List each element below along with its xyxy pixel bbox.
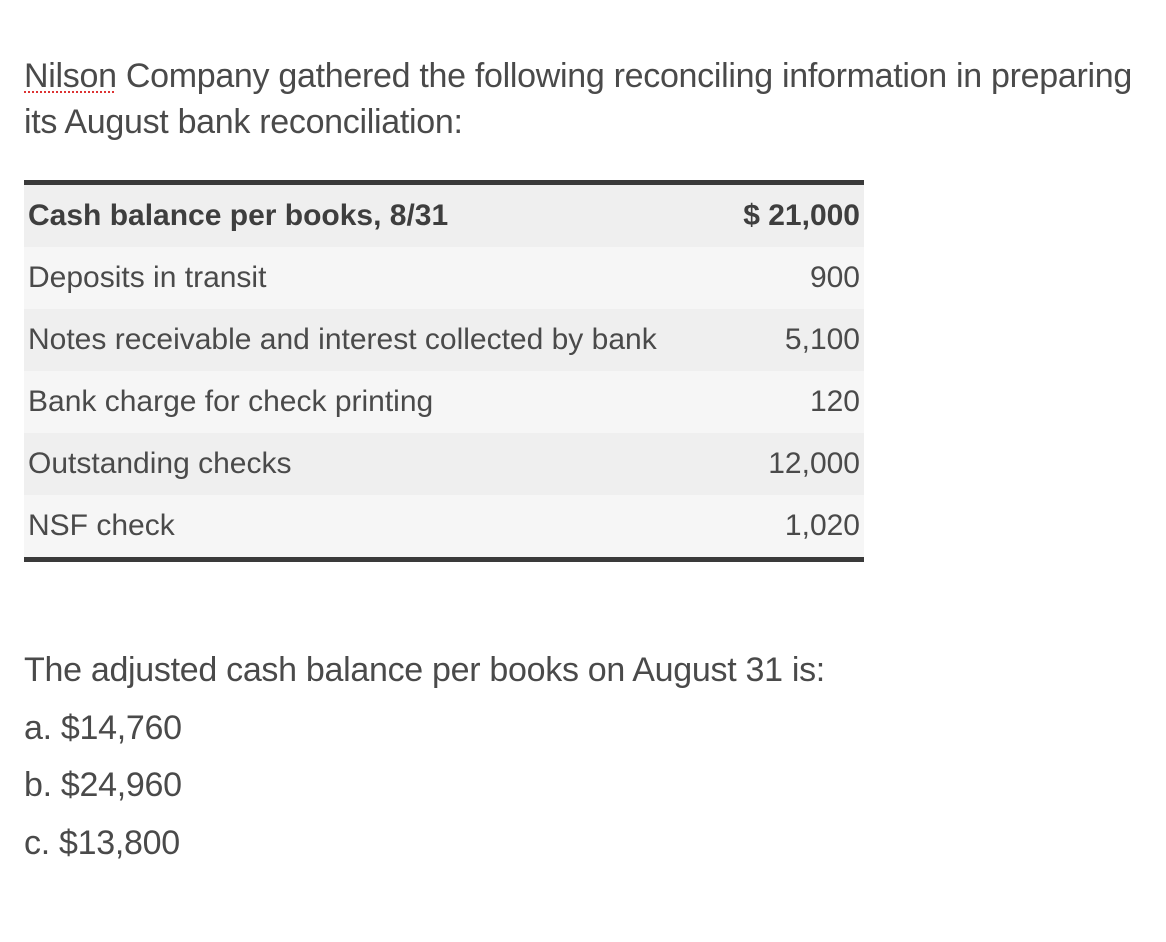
table-row: Notes receivable and interest collected … [24, 309, 864, 371]
table-row: Deposits in transit 900 [24, 247, 864, 309]
reconciliation-table: Cash balance per books, 8/31 $ 21,000 De… [24, 180, 864, 562]
row-label: Cash balance per books, 8/31 [24, 182, 727, 247]
row-label: Deposits in transit [24, 247, 727, 309]
row-value: 900 [727, 247, 864, 309]
row-label: NSF check [24, 495, 727, 560]
option-key: c. [24, 824, 50, 862]
answer-option: b. $24,960 [24, 757, 1142, 815]
option-text: $13,800 [59, 824, 180, 862]
table-row: NSF check 1,020 [24, 495, 864, 560]
question-prompt: The adjusted cash balance per books on A… [24, 642, 1142, 700]
intro-flagged-word: Nilson [24, 57, 117, 95]
row-label: Notes receivable and interest collected … [24, 309, 727, 371]
table-row: Cash balance per books, 8/31 $ 21,000 [24, 182, 864, 247]
option-key: b. [24, 766, 52, 804]
table-row: Outstanding checks 12,000 [24, 433, 864, 495]
row-value: 5,100 [727, 309, 864, 371]
row-label: Outstanding checks [24, 433, 727, 495]
row-value: $ 21,000 [727, 182, 864, 247]
row-label: Bank charge for check printing [24, 371, 727, 433]
intro-rest: Company gathered the following reconcili… [24, 57, 1132, 141]
row-value: 120 [727, 371, 864, 433]
option-text: $14,760 [61, 709, 182, 747]
option-key: a. [24, 709, 52, 747]
row-value: 1,020 [727, 495, 864, 560]
page-container: Nilson Company gathered the following re… [0, 0, 1166, 913]
row-value: 12,000 [727, 433, 864, 495]
table-row: Bank charge for check printing 120 [24, 371, 864, 433]
question-block: The adjusted cash balance per books on A… [24, 642, 1142, 873]
option-text: $24,960 [61, 766, 182, 804]
answer-option: c. $13,800 [24, 815, 1142, 873]
answer-option: a. $14,760 [24, 700, 1142, 758]
intro-paragraph: Nilson Company gathered the following re… [24, 54, 1142, 146]
